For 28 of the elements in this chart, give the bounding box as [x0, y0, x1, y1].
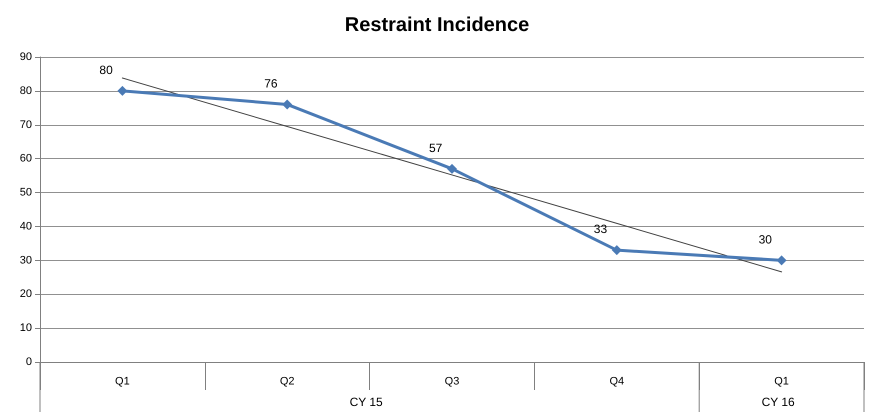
point — [612, 245, 622, 256]
x-tick-label: Q3 — [444, 376, 460, 388]
data-label: 30 — [758, 232, 772, 246]
data-label: 80 — [99, 62, 114, 77]
point — [282, 99, 292, 110]
y-tick-label: 40 — [20, 220, 32, 232]
y-tick-label: 10 — [20, 322, 32, 334]
y-tick-label: 0 — [26, 356, 32, 368]
y-tick-label: 60 — [20, 152, 32, 165]
point — [447, 164, 457, 174]
data-label: 76 — [264, 76, 278, 90]
data-label: 57 — [429, 140, 443, 155]
point — [117, 86, 128, 96]
point — [776, 255, 787, 266]
y-tick-label: 30 — [20, 254, 32, 266]
y-tick-label: 90 — [20, 51, 32, 63]
text: CY 15 — [350, 395, 384, 409]
x-tick-label: Q1 — [115, 376, 130, 388]
y-tick-label: 80 — [20, 84, 32, 97]
y-tick-label: 50 — [20, 186, 32, 199]
y-tick-label: 70 — [20, 118, 32, 131]
text: CY 16 — [762, 395, 796, 409]
x-tick-label: Q1 — [774, 376, 789, 388]
chart-title: Restraint Incidence — [344, 14, 530, 36]
x-tick-label: Q2 — [280, 376, 295, 388]
y-tick-label: 20 — [20, 288, 32, 300]
x-tick-label: Q4 — [609, 376, 624, 388]
data-label: 33 — [594, 222, 608, 236]
